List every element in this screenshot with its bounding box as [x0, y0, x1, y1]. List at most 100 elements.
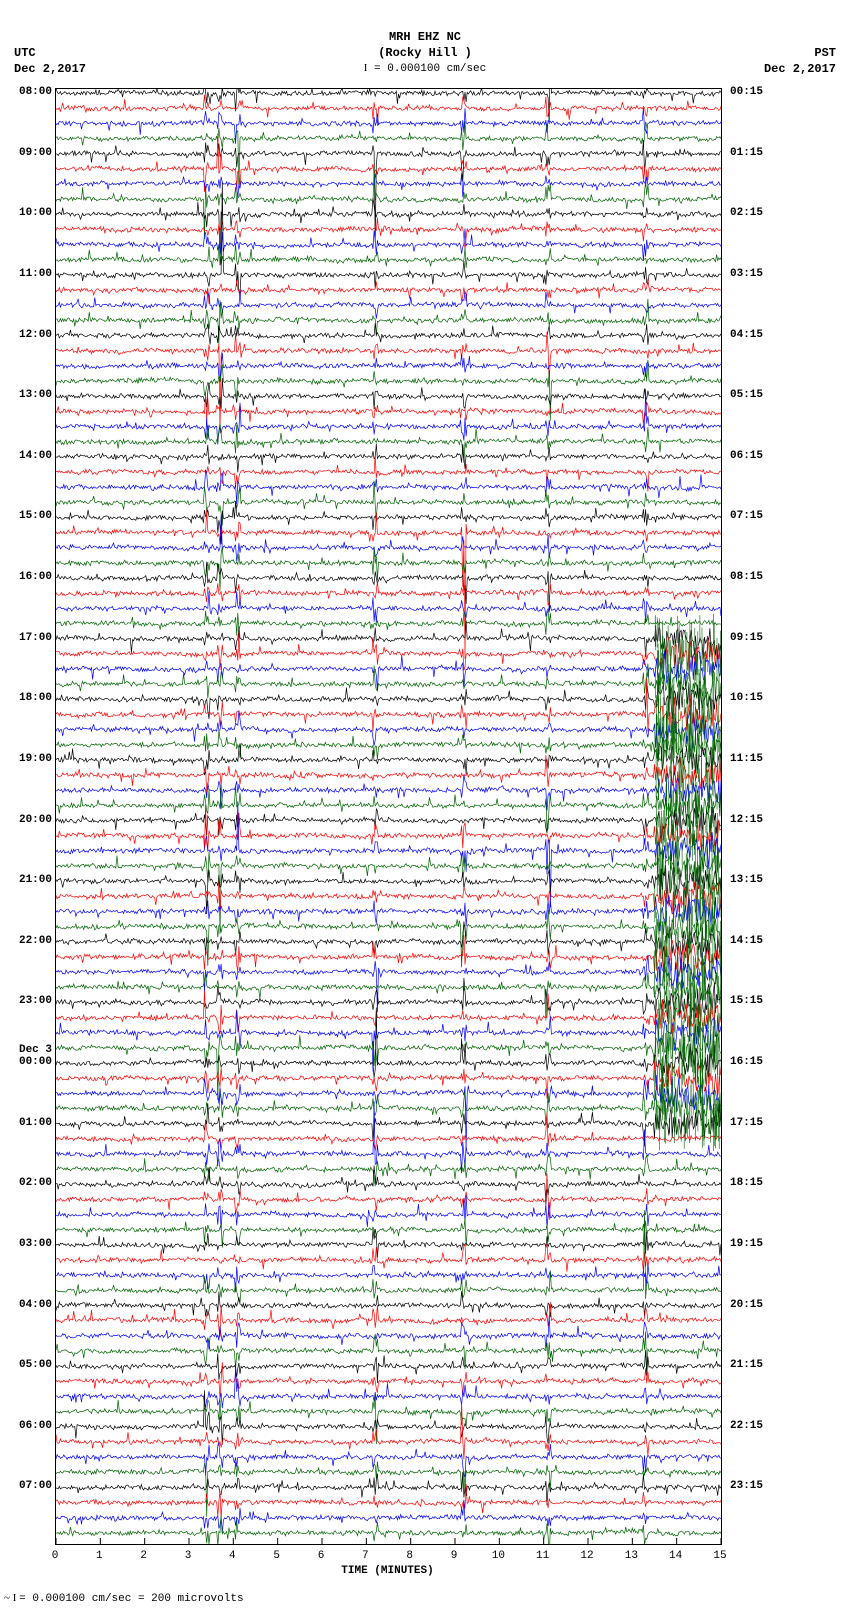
trace-line: [56, 243, 721, 268]
time-label: 18:00: [0, 692, 52, 704]
x-tick-label: 4: [229, 1550, 236, 1562]
time-label: 19:15: [730, 1238, 850, 1250]
x-tick-label: 13: [625, 1550, 638, 1562]
time-label: 19:00: [0, 753, 52, 765]
x-tick-label: 1: [96, 1550, 103, 1562]
time-label: 12:15: [730, 814, 850, 826]
trace-line: [56, 935, 721, 973]
trace-line: [56, 1316, 721, 1351]
trace-line: [56, 978, 721, 1022]
trace-line: [56, 455, 721, 491]
tz-right-label: PST: [764, 46, 836, 62]
time-label: 21:00: [0, 874, 52, 886]
trace-line: [56, 1113, 721, 1151]
time-label: 23:15: [730, 1480, 850, 1492]
trace-line: [56, 1101, 721, 1173]
tz-left-label: UTC: [14, 46, 86, 62]
footer-text: = 0.000100 cm/sec = 200 microvolts: [19, 1593, 243, 1605]
time-label: 03:15: [730, 268, 850, 280]
x-tick-label: 6: [318, 1550, 325, 1562]
helicorder-plot: [56, 89, 721, 1544]
time-label: 10:15: [730, 692, 850, 704]
time-label: 21:15: [730, 1359, 850, 1371]
trace-line: [56, 547, 721, 591]
timezone-right: PST Dec 2,2017: [764, 46, 836, 77]
x-tick-label: 14: [669, 1550, 682, 1562]
trace-line: [56, 581, 721, 605]
trace-line: [56, 1364, 721, 1408]
time-label: 06:15: [730, 450, 850, 462]
calibration: I = 0.000100 cm/sec: [0, 61, 850, 76]
time-label: 02:00: [0, 1177, 52, 1189]
trace-line: [56, 1264, 721, 1293]
time-label: 11:15: [730, 753, 850, 765]
trace-line: [56, 1500, 721, 1534]
time-label: 20:15: [730, 1299, 850, 1311]
footer-bar-icon: ~ I: [4, 1592, 19, 1604]
trace-line: [56, 501, 721, 544]
trace-line: [56, 1472, 721, 1505]
time-label: 11:00: [0, 268, 52, 280]
trace-line: [56, 1010, 721, 1072]
trace-line: [56, 922, 721, 963]
x-tick-label: 15: [713, 1550, 726, 1562]
trace-line: [56, 1032, 721, 1100]
time-label: 01:15: [730, 147, 850, 159]
x-tick-label: 0: [52, 1550, 59, 1562]
x-tick-label: 3: [185, 1550, 192, 1562]
x-tick-label: 9: [451, 1550, 458, 1562]
time-label: 05:00: [0, 1359, 52, 1371]
time-label: 20:00: [0, 814, 52, 826]
x-tick-label: 11: [536, 1550, 549, 1562]
x-tick-label: 5: [273, 1550, 280, 1562]
time-label: 16:00: [0, 571, 52, 583]
trace-line: [56, 1350, 721, 1383]
trace-line: [56, 1403, 721, 1460]
time-label: 18:15: [730, 1177, 850, 1189]
trace-line: [56, 229, 721, 262]
trace-line: [56, 121, 721, 189]
trace-line: [56, 323, 721, 345]
trace-line: [56, 1302, 721, 1337]
trace-line: [56, 515, 721, 561]
trace-line: [56, 290, 721, 319]
time-label: 08:15: [730, 571, 850, 583]
x-tick-label: 10: [492, 1550, 505, 1562]
trace-line: [56, 173, 721, 198]
time-label: 02:15: [730, 207, 850, 219]
time-label: 12:00: [0, 329, 52, 341]
time-label: 15:15: [730, 995, 850, 1007]
time-label: 16:15: [730, 1056, 850, 1068]
time-label: 14:00: [0, 450, 52, 462]
trace-line: [56, 134, 721, 193]
time-label: 17:15: [730, 1117, 850, 1129]
trace-line: [56, 562, 721, 612]
date-right: Dec 2,2017: [764, 62, 836, 78]
time-label: 14:15: [730, 935, 850, 947]
trace-line: [56, 95, 721, 127]
x-axis-title: TIME (MINUTES): [55, 1565, 720, 1577]
trace-line: [56, 353, 721, 378]
trace-line: [56, 611, 721, 636]
trace-line: [56, 1210, 721, 1303]
trace-line: [56, 140, 721, 242]
x-tick-label: 12: [580, 1550, 593, 1562]
trace-line: [56, 470, 721, 504]
time-label: 01:00: [0, 1117, 52, 1129]
trace-line: [56, 1394, 721, 1444]
timezone-left: UTC Dec 2,2017: [14, 46, 86, 77]
trace-line: [56, 510, 721, 659]
trace-line: [56, 621, 721, 660]
time-label: 23:00: [0, 995, 52, 1007]
time-label: 06:00: [0, 1420, 52, 1432]
time-label: 03:00: [0, 1238, 52, 1250]
trace-line: [56, 678, 721, 732]
time-label: 09:15: [730, 632, 850, 644]
time-label: 10:00: [0, 207, 52, 219]
trace-line: [56, 650, 721, 691]
time-label: 00:15: [730, 86, 850, 98]
x-tick-label: 7: [362, 1550, 369, 1562]
trace-line: [56, 360, 721, 421]
chart-header: MRH EHZ NC (Rocky Hill ) I = 0.000100 cm…: [0, 30, 850, 76]
trace-line: [56, 299, 721, 344]
